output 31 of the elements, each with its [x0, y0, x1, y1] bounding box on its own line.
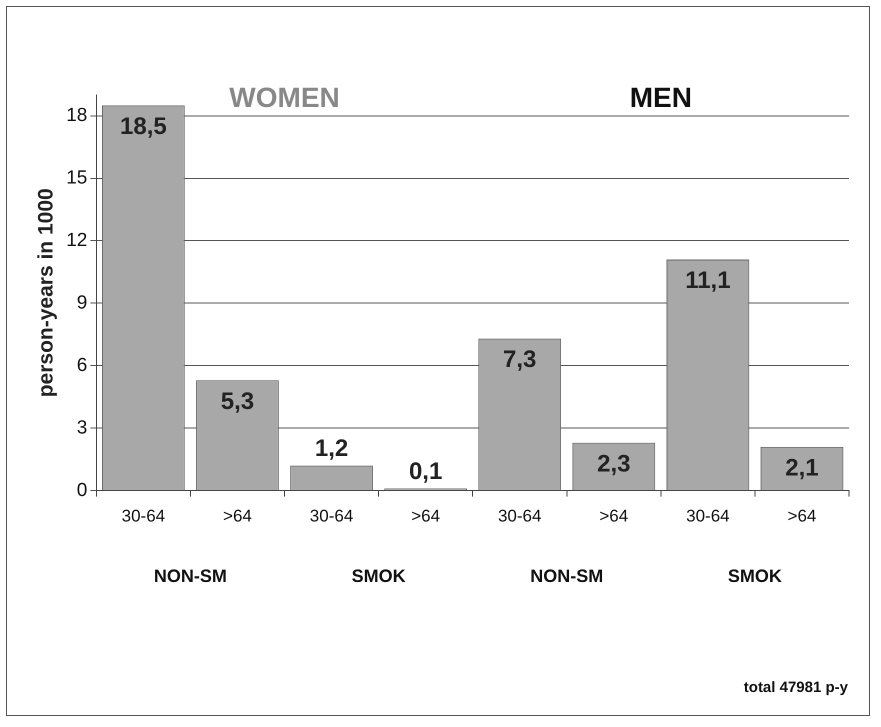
y-tick-label: 18 — [66, 105, 88, 126]
x-tick-label: >64 — [788, 506, 816, 526]
y-tick-label: 0 — [76, 480, 88, 501]
y-tick-label: 12 — [66, 230, 88, 251]
data-label: 2,1 — [785, 454, 819, 482]
y-tick-label: 6 — [76, 354, 88, 376]
y-axis-title: person-years in 1000 — [34, 188, 58, 398]
y-tick-label: 3 — [76, 417, 88, 438]
x-tick-label: >64 — [223, 506, 252, 526]
x-tick-label: 30-64 — [122, 506, 166, 526]
x-tick-label: >64 — [599, 506, 628, 526]
x-tick-label: 30-64 — [310, 506, 354, 526]
data-label: 0,1 — [408, 458, 442, 486]
data-label: 7,3 — [503, 346, 536, 374]
y-tick-label: 9 — [76, 292, 88, 314]
text: NON-SM — [154, 566, 227, 586]
y-tick-label: 15 — [66, 168, 88, 189]
data-label: 11,1 — [685, 267, 731, 294]
text: SMOK — [352, 566, 406, 586]
x-tick-label: 30-64 — [686, 506, 730, 526]
text: SMOK — [728, 566, 782, 586]
data-label: 2,3 — [597, 450, 630, 478]
x-tick-label: 30-64 — [498, 506, 542, 526]
data-label: 5,3 — [220, 388, 254, 415]
text: NON-SM — [530, 566, 604, 586]
text: total 47981 p-y — [744, 679, 849, 696]
data-label: 18,5 — [120, 113, 167, 140]
data-label: 1,2 — [314, 435, 348, 462]
annotation: MEN — [630, 82, 692, 113]
x-tick-label: >64 — [411, 506, 440, 526]
annotation: WOMEN — [229, 82, 340, 113]
